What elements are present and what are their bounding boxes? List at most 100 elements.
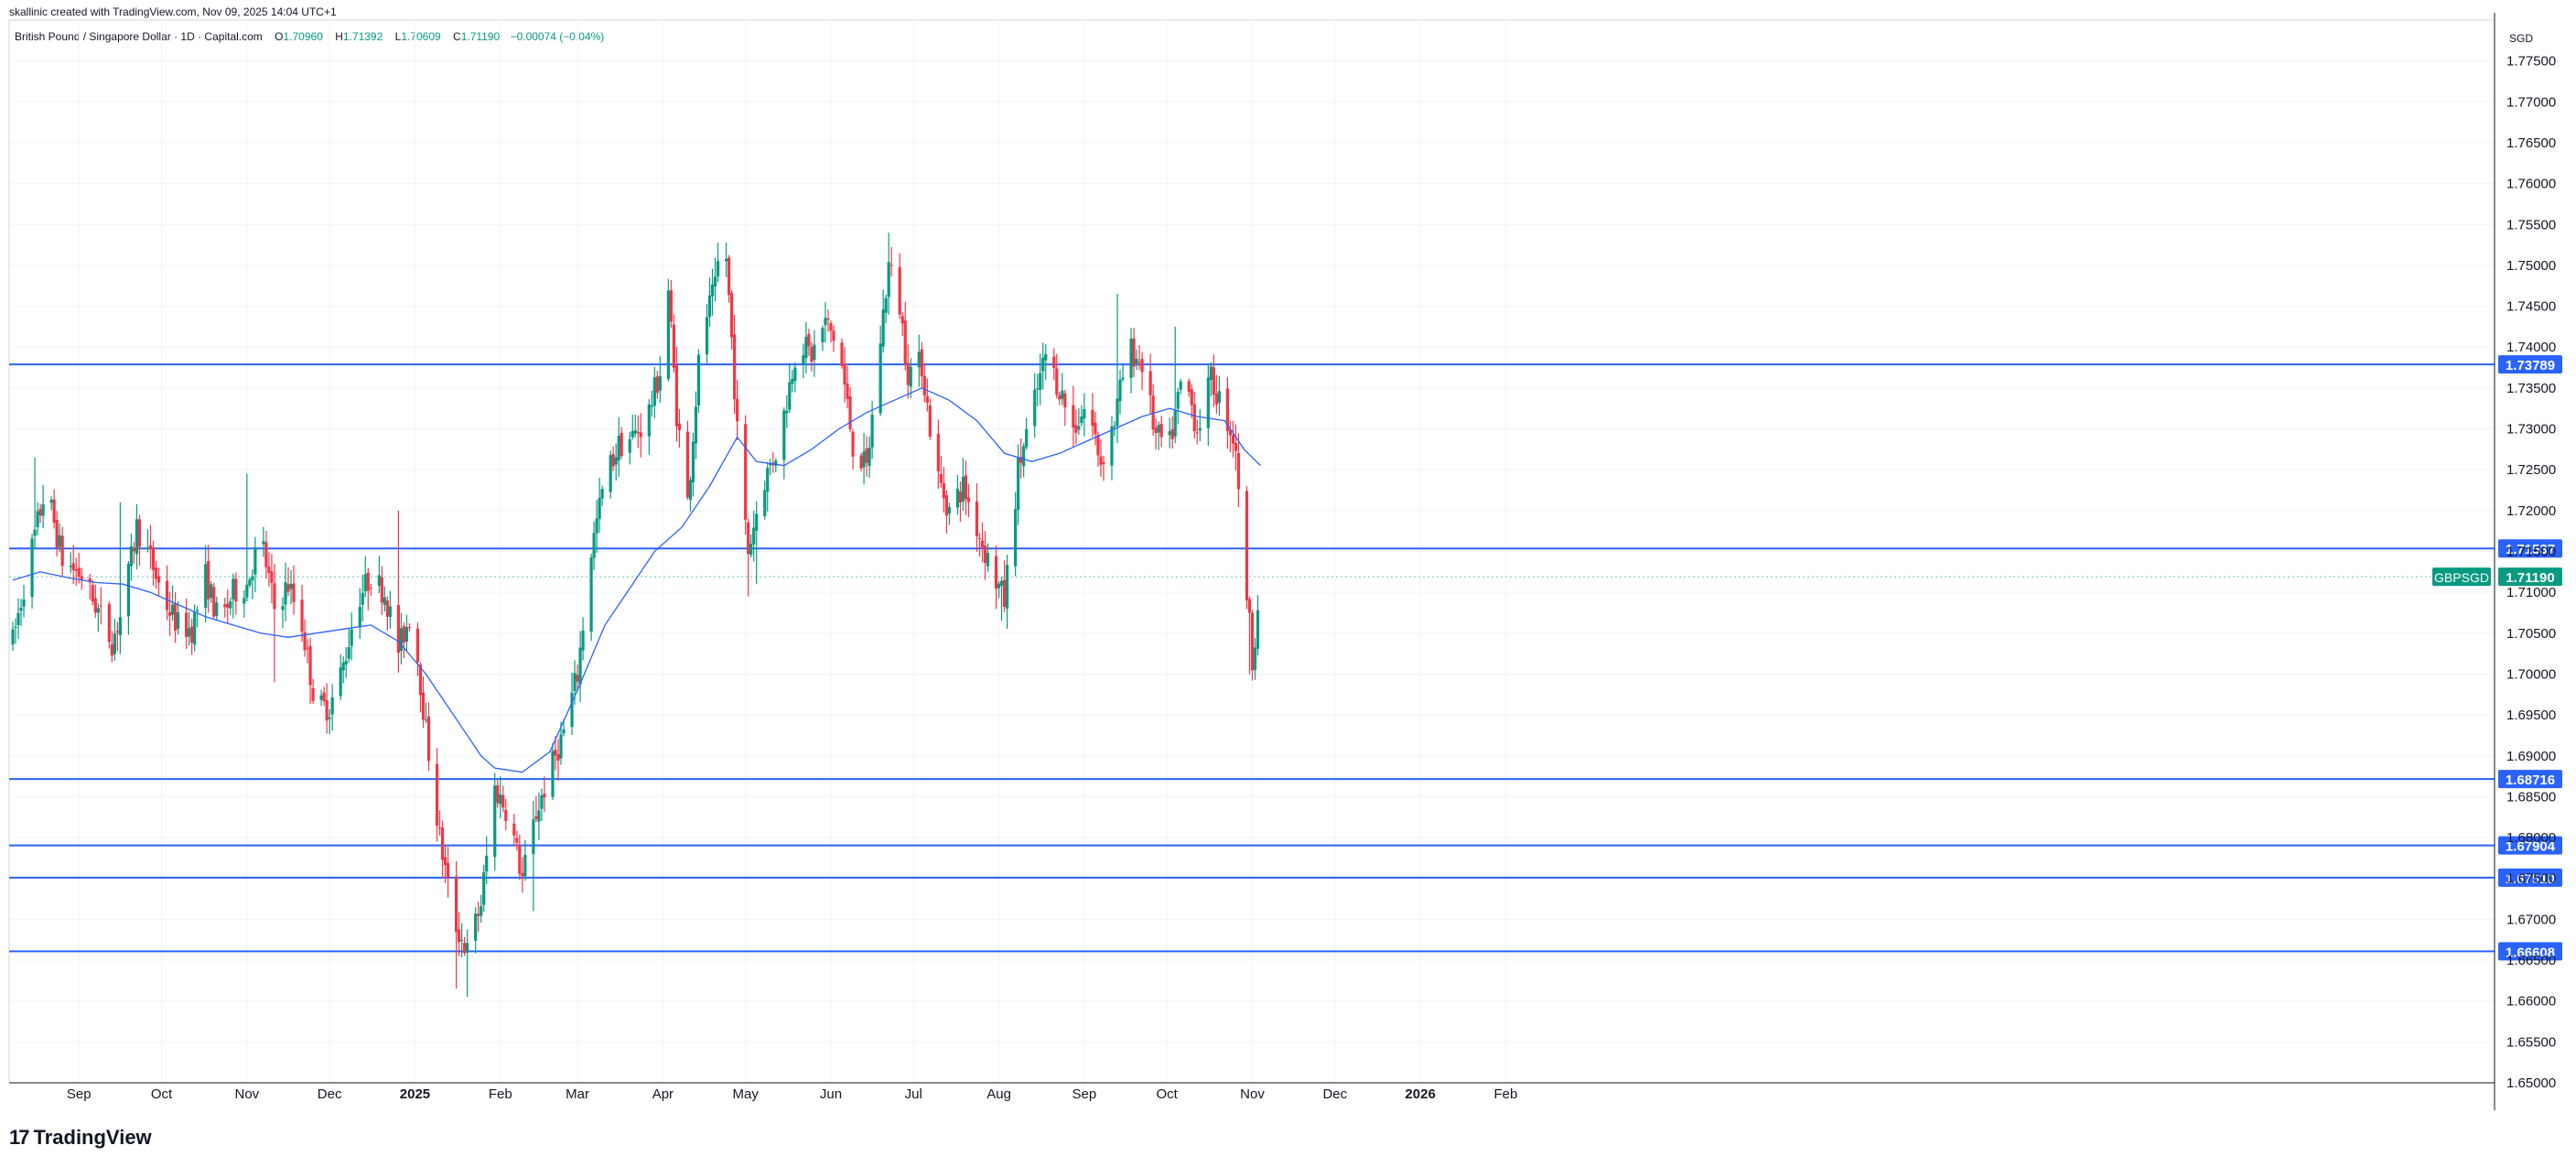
tradingview-logo[interactable]: 17 TradingView xyxy=(9,1126,152,1150)
candle-body xyxy=(595,518,598,534)
candle-body xyxy=(1198,427,1202,431)
candle-up xyxy=(328,708,331,735)
candle-body xyxy=(1006,564,1009,609)
candle-body xyxy=(1209,366,1213,381)
candle-body xyxy=(118,617,122,635)
candle-up xyxy=(769,459,772,476)
candle-down xyxy=(99,587,102,625)
candle-body xyxy=(1102,462,1105,464)
candle-up xyxy=(482,864,486,913)
candle-up xyxy=(724,242,728,277)
candle-body xyxy=(126,564,131,617)
candle-body xyxy=(1061,390,1064,399)
candle-down xyxy=(148,524,153,569)
candle-body xyxy=(264,542,268,567)
candle-body xyxy=(576,675,579,682)
candle-up xyxy=(215,596,219,621)
candle-down xyxy=(1052,348,1056,381)
candle-body xyxy=(802,355,805,365)
candle-down xyxy=(402,622,406,659)
candle-up xyxy=(909,358,912,399)
candle-body xyxy=(889,265,893,266)
candle-down xyxy=(1063,389,1067,427)
candle-down xyxy=(1096,431,1100,467)
candle-body xyxy=(137,519,142,547)
candle-body xyxy=(1170,429,1174,439)
candle-body xyxy=(173,603,178,631)
candle-body xyxy=(1019,457,1023,463)
candle-body xyxy=(562,729,566,734)
candle-body xyxy=(1022,446,1026,467)
candle-up xyxy=(788,362,792,414)
candle-up xyxy=(917,334,921,387)
candle-body xyxy=(347,647,350,659)
candle-body xyxy=(1214,393,1218,405)
candle-up xyxy=(344,647,348,678)
candle-down xyxy=(385,596,389,631)
candle-down xyxy=(576,664,579,692)
candle-up xyxy=(696,349,701,414)
candle-down xyxy=(889,246,893,276)
candle-body xyxy=(733,334,737,400)
candle-up xyxy=(813,330,816,377)
candle-body xyxy=(71,563,75,570)
candle-body xyxy=(791,378,794,384)
candle-down xyxy=(1137,345,1141,370)
tradingview-logo-text: TradingView xyxy=(33,1126,152,1149)
candle-body xyxy=(813,344,816,361)
candle-up xyxy=(881,289,885,353)
candle-body xyxy=(151,547,156,570)
candle-body xyxy=(537,810,541,822)
candle-body xyxy=(515,837,519,843)
candle-down xyxy=(900,311,904,337)
price-axis: SGD 1.65000 1.65500 1.66000 1.66500 1.67000 1.… xyxy=(2494,13,2556,1110)
candle-up xyxy=(609,450,612,499)
candle-body xyxy=(617,436,620,461)
candle-body xyxy=(52,499,56,523)
candle-up xyxy=(361,575,364,621)
legend-high-label: H xyxy=(335,30,343,43)
candle-up xyxy=(691,432,695,497)
candle-up xyxy=(358,588,361,639)
candle-up xyxy=(1217,375,1221,416)
candle-body xyxy=(824,318,827,326)
time-tick-label: Feb xyxy=(489,1086,512,1102)
candle-up xyxy=(694,391,698,459)
candle-up xyxy=(1256,595,1260,655)
candle-up xyxy=(1041,342,1045,390)
candle-up xyxy=(118,502,122,654)
candle-body xyxy=(728,257,731,296)
time-tick-label: Mar xyxy=(566,1086,589,1102)
level-tag xyxy=(2498,942,2562,961)
candle-up xyxy=(887,232,890,315)
candle-down xyxy=(744,415,748,535)
candle-body xyxy=(1052,356,1056,369)
candle-down xyxy=(685,420,690,501)
candle-body xyxy=(1058,394,1062,400)
candle-body xyxy=(377,575,381,587)
level-tag xyxy=(2498,539,2562,558)
candle-down xyxy=(501,785,505,813)
candle-body xyxy=(944,495,948,516)
candle-up xyxy=(245,473,249,601)
candle-body xyxy=(512,823,516,836)
candle-body xyxy=(1116,398,1119,427)
candle-body xyxy=(832,330,835,341)
candle-up xyxy=(716,243,720,283)
candle-up xyxy=(248,577,252,589)
candle-up xyxy=(791,370,794,393)
candle-body xyxy=(226,603,230,608)
candle-up xyxy=(341,655,345,684)
candle-body xyxy=(248,579,252,586)
candle-body xyxy=(339,667,342,697)
candle-body xyxy=(1094,422,1097,435)
candle-down xyxy=(311,678,315,704)
candle-up xyxy=(595,500,598,553)
candle-body xyxy=(234,578,238,602)
candle-body xyxy=(460,939,464,941)
candle-down xyxy=(669,279,673,329)
candle-body xyxy=(705,317,709,355)
candle-down xyxy=(1058,392,1062,405)
candle-body xyxy=(674,365,679,427)
